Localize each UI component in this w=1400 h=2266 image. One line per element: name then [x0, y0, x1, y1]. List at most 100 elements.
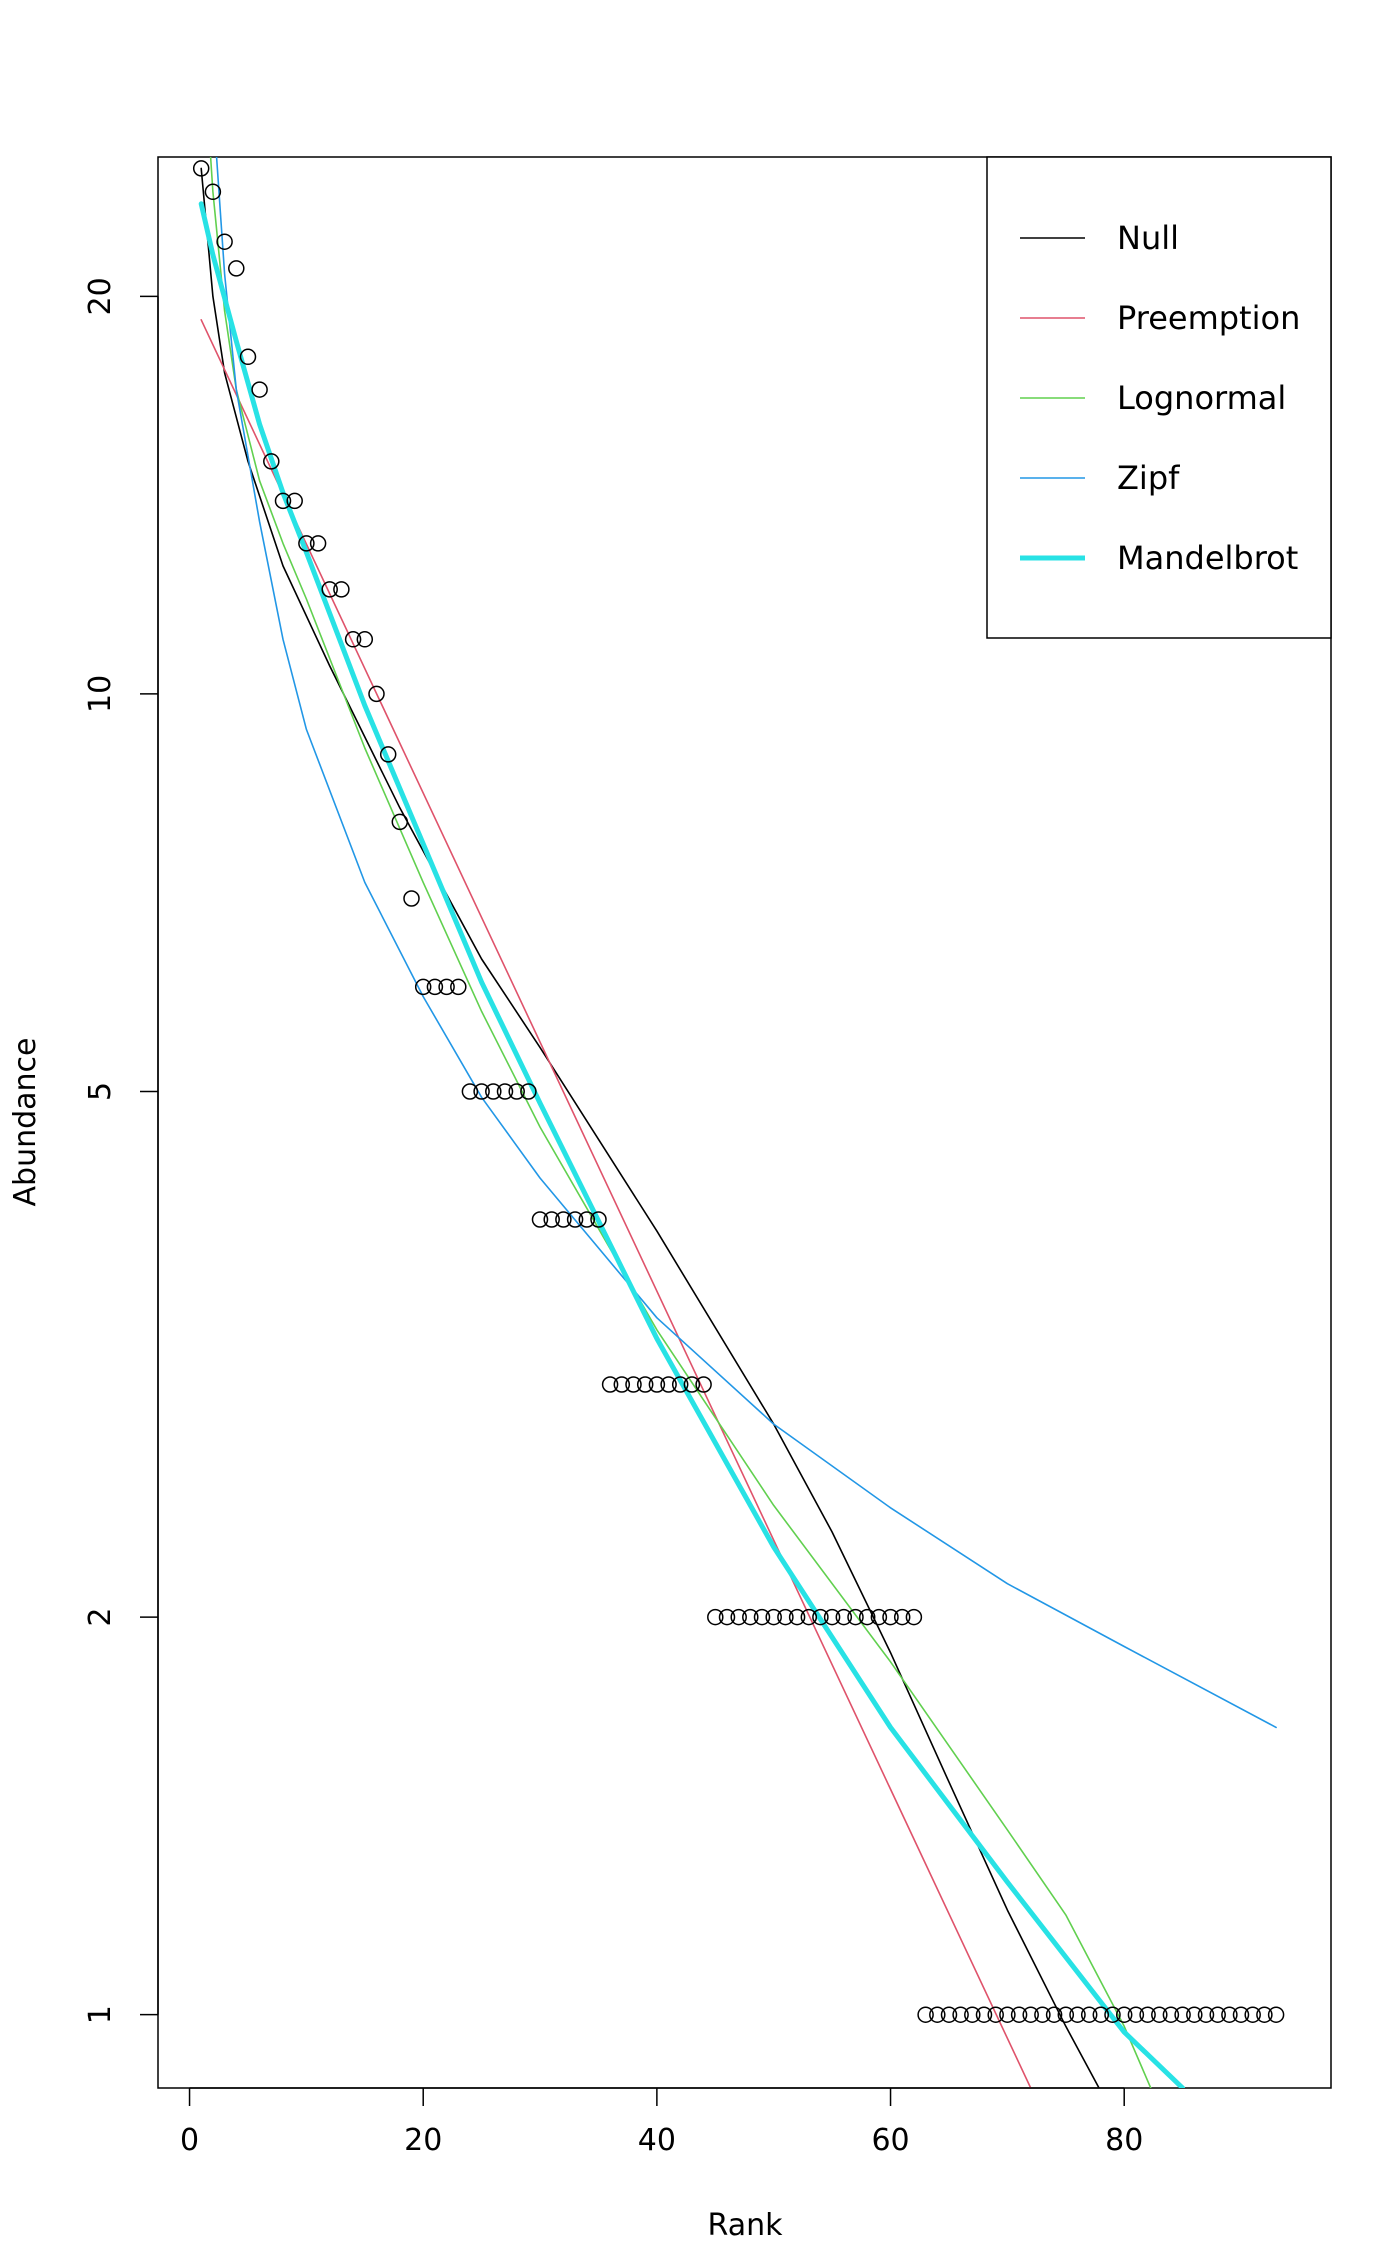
- data-point: [753, 1608, 771, 1626]
- data-point: [695, 1376, 712, 1393]
- data-point: [987, 2006, 1004, 2023]
- data-point: [309, 535, 327, 552]
- data-point: [391, 813, 409, 831]
- data-point: [555, 1211, 572, 1228]
- data-point: [251, 381, 268, 398]
- data-point: [742, 1608, 759, 1626]
- data-point: [707, 1608, 724, 1626]
- data-point: [192, 160, 210, 177]
- data-point: [1174, 2006, 1191, 2023]
- x-tick-label: 40: [638, 2123, 676, 2158]
- y-tick-label: 10: [83, 675, 118, 713]
- data-point: [274, 492, 292, 510]
- data-point: [835, 1608, 853, 1626]
- data-point: [578, 1211, 596, 1228]
- data-point: [461, 1083, 479, 1100]
- data-point: [847, 1608, 864, 1626]
- data-point: [216, 233, 233, 250]
- data-point: [660, 1376, 677, 1393]
- data-point: [823, 1608, 841, 1626]
- data-point: [893, 1608, 911, 1626]
- y-tick-label: 2: [83, 1608, 118, 1627]
- series-layer: [198, 157, 1277, 2088]
- data-point: [333, 581, 350, 598]
- data-point: [718, 1608, 736, 1626]
- data-point: [870, 1608, 888, 1626]
- data-point: [368, 685, 385, 703]
- data-point: [648, 1376, 666, 1393]
- legend-label: Null: [1117, 219, 1179, 257]
- data-point: [788, 1608, 806, 1626]
- data-point: [952, 2006, 969, 2023]
- y-tick-label: 1: [83, 2005, 118, 2024]
- data-point: [601, 1376, 619, 1393]
- data-point: [1209, 2006, 1226, 2023]
- data-point: [1162, 2006, 1180, 2023]
- data-point: [1115, 2006, 1133, 2023]
- x-tick-label: 0: [180, 2123, 199, 2158]
- data-point: [1080, 2006, 1098, 2023]
- data-point: [1267, 2006, 1285, 2023]
- data-point: [426, 978, 444, 996]
- data-point: [414, 978, 432, 996]
- data-point: [905, 1608, 923, 1626]
- data-point: [344, 631, 362, 648]
- data-point: [964, 2006, 981, 2023]
- data-point: [1197, 2006, 1215, 2023]
- legend-label: Zipf: [1117, 459, 1180, 497]
- legend-label: Lognormal: [1117, 379, 1286, 417]
- series-zipf: [215, 157, 1277, 1729]
- data-point: [1244, 2006, 1261, 2023]
- data-point: [917, 2006, 934, 2023]
- data-point: [812, 1608, 829, 1626]
- data-point: [438, 978, 455, 996]
- data-point: [1104, 2006, 1121, 2023]
- data-point: [1232, 2006, 1250, 2023]
- data-point: [496, 1083, 514, 1100]
- data-point: [858, 1608, 876, 1626]
- data-point: [929, 2006, 946, 2023]
- data-point: [566, 1211, 584, 1228]
- data-point: [228, 260, 245, 277]
- data-point: [590, 1211, 607, 1228]
- data-point: [1022, 2006, 1039, 2023]
- data-point: [1221, 2006, 1238, 2023]
- data-point: [1151, 2006, 1168, 2023]
- legend-label: Mandelbrot: [1117, 539, 1298, 577]
- x-axis: 0 20 40 60 80: [180, 2087, 1143, 2158]
- y-tick-label: 5: [83, 1082, 118, 1101]
- legend-label: Preemption: [1117, 299, 1300, 337]
- data-point: [204, 183, 222, 201]
- data-point: [671, 1376, 689, 1393]
- y-tick-label: 20: [83, 277, 118, 315]
- y-axis-label: Abundance: [8, 1038, 43, 1207]
- data-point: [485, 1083, 502, 1100]
- data-point: [356, 631, 374, 648]
- series-mandelbrot: [198, 201, 1186, 2088]
- x-axis-label: Rank: [708, 2208, 784, 2243]
- data-point: [263, 453, 280, 470]
- data-point: [625, 1376, 642, 1393]
- data-point: [321, 581, 338, 598]
- data-point: [800, 1608, 818, 1626]
- x-tick-label: 20: [404, 2123, 442, 2158]
- data-point: [765, 1608, 782, 1626]
- data-point: [1127, 2006, 1145, 2023]
- data-point: [473, 1083, 490, 1100]
- data-point: [531, 1211, 549, 1228]
- data-point: [508, 1083, 525, 1100]
- data-point: [379, 746, 397, 763]
- data-point: [1010, 2006, 1028, 2023]
- data-point: [882, 1608, 899, 1626]
- data-point: [450, 978, 467, 996]
- data-point: [1045, 2006, 1063, 2023]
- data-point: [999, 2006, 1016, 2023]
- data-point: [975, 2006, 993, 2023]
- x-tick-label: 60: [871, 2123, 909, 2158]
- data-point: [940, 2006, 958, 2023]
- data-point: [1256, 2006, 1273, 2023]
- legend: Null Preemption Lognormal Zipf Mandelbrot: [986, 156, 1332, 639]
- data-point: [1139, 2006, 1156, 2023]
- data-point: [286, 492, 303, 510]
